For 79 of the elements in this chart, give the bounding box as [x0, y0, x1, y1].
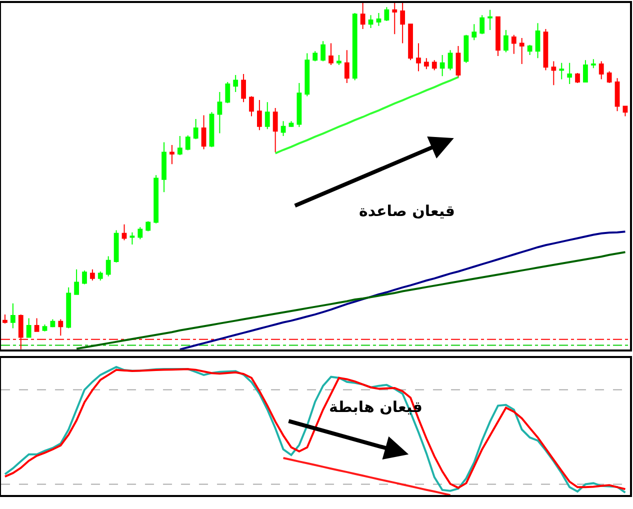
candlestick — [440, 54, 445, 77]
candlestick — [535, 22, 540, 59]
candlestick — [527, 44, 532, 56]
candlestick — [614, 78, 620, 112]
candlestick — [320, 40, 326, 62]
candlestick — [583, 60, 588, 82]
candlestick — [480, 14, 485, 35]
candlestick — [34, 318, 40, 332]
candlestick — [146, 220, 151, 232]
candlestick — [26, 318, 32, 338]
candlestick — [551, 60, 556, 86]
candlestick — [464, 34, 469, 64]
candlestick — [312, 50, 318, 62]
candlestick — [496, 16, 500, 56]
candlestick — [384, 6, 390, 22]
candlestick — [328, 42, 334, 66]
candlestick — [432, 60, 437, 71]
candlestick — [130, 232, 135, 245]
candlestick — [225, 81, 230, 104]
candlestick — [304, 52, 310, 97]
candlestick — [456, 45, 461, 79]
candlestick — [170, 144, 174, 165]
candlestick — [42, 324, 48, 332]
candlestick — [392, 3, 398, 35]
candlestick — [201, 114, 206, 150]
candlestick — [280, 120, 286, 137]
candlestick — [567, 62, 572, 85]
candlestick — [606, 70, 612, 84]
candlestick — [264, 102, 270, 130]
candlestick — [336, 54, 342, 66]
candlestick — [368, 14, 374, 28]
candlestick — [98, 270, 103, 281]
candlestick — [543, 28, 548, 71]
candlestick — [376, 12, 382, 26]
candlestick — [10, 302, 16, 329]
candlestick — [416, 42, 421, 72]
candlestick — [50, 318, 56, 328]
candlestick — [154, 174, 159, 224]
candlestick — [217, 92, 222, 134]
candlestick — [185, 134, 190, 151]
candlestick — [233, 74, 238, 93]
candlestick — [504, 30, 508, 53]
candlestick — [559, 62, 564, 80]
candlestick — [575, 72, 580, 84]
candlestick — [511, 34, 516, 54]
candlestick — [272, 107, 278, 153]
candlestick — [249, 96, 254, 117]
annotation: قيعان صاعدة — [359, 202, 455, 220]
candlestick — [241, 74, 246, 103]
candlestick — [488, 9, 492, 31]
candlestick — [296, 82, 302, 128]
candlestick — [519, 37, 524, 64]
candlestick — [58, 318, 64, 336]
candlestick — [193, 118, 198, 140]
candlestick — [74, 268, 79, 295]
candlestick — [408, 24, 413, 61]
candlestick — [344, 50, 350, 84]
candlestick — [209, 112, 214, 148]
candlestick — [360, 3, 366, 30]
candlestick — [622, 106, 628, 117]
candlestick — [122, 224, 127, 241]
candlestick — [256, 100, 262, 131]
candlestick — [2, 314, 8, 324]
candlestick — [66, 286, 72, 329]
candlestick — [177, 136, 182, 156]
candlestick — [114, 230, 119, 263]
candlestick — [162, 142, 166, 193]
candlestick — [138, 226, 143, 240]
candlestick — [352, 12, 358, 81]
candlestick — [448, 50, 453, 71]
candlestick — [106, 256, 111, 277]
candlestick — [288, 120, 294, 128]
candlestick — [82, 270, 87, 285]
candlestick — [598, 60, 604, 80]
candlestick — [590, 58, 596, 69]
candlestick — [400, 3, 406, 44]
candlestick — [472, 24, 477, 41]
candlestick — [90, 268, 95, 281]
candlestick — [424, 58, 429, 70]
